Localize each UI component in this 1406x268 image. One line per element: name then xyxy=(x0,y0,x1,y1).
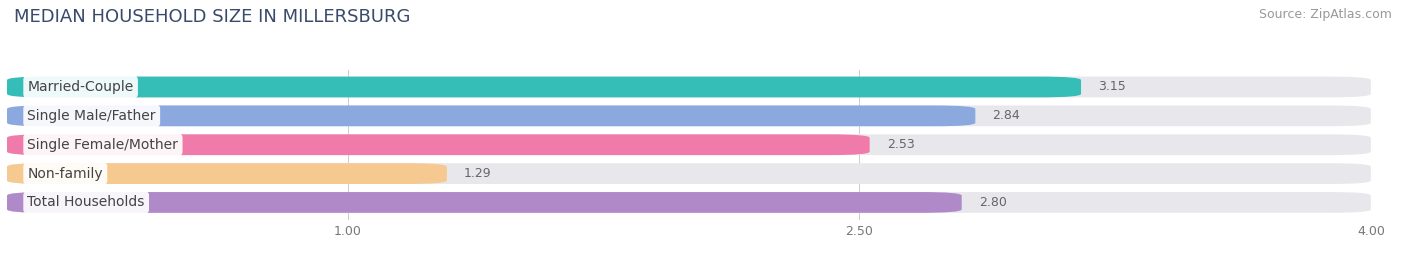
Text: Total Households: Total Households xyxy=(28,195,145,210)
Text: MEDIAN HOUSEHOLD SIZE IN MILLERSBURG: MEDIAN HOUSEHOLD SIZE IN MILLERSBURG xyxy=(14,8,411,26)
FancyBboxPatch shape xyxy=(7,77,1081,97)
FancyBboxPatch shape xyxy=(7,192,1371,213)
Text: 2.53: 2.53 xyxy=(887,138,914,151)
FancyBboxPatch shape xyxy=(7,106,976,126)
Text: Married-Couple: Married-Couple xyxy=(28,80,134,94)
Text: 3.15: 3.15 xyxy=(1098,80,1126,94)
FancyBboxPatch shape xyxy=(7,163,447,184)
Text: Source: ZipAtlas.com: Source: ZipAtlas.com xyxy=(1258,8,1392,21)
FancyBboxPatch shape xyxy=(7,106,1371,126)
Text: Single Male/Father: Single Male/Father xyxy=(28,109,156,123)
Text: 2.84: 2.84 xyxy=(993,109,1021,122)
FancyBboxPatch shape xyxy=(7,134,1371,155)
Text: 2.80: 2.80 xyxy=(979,196,1007,209)
FancyBboxPatch shape xyxy=(7,192,962,213)
Text: 1.29: 1.29 xyxy=(464,167,492,180)
Text: Non-family: Non-family xyxy=(28,167,103,181)
Text: Single Female/Mother: Single Female/Mother xyxy=(28,138,179,152)
FancyBboxPatch shape xyxy=(7,163,1371,184)
FancyBboxPatch shape xyxy=(7,77,1371,97)
FancyBboxPatch shape xyxy=(7,134,870,155)
